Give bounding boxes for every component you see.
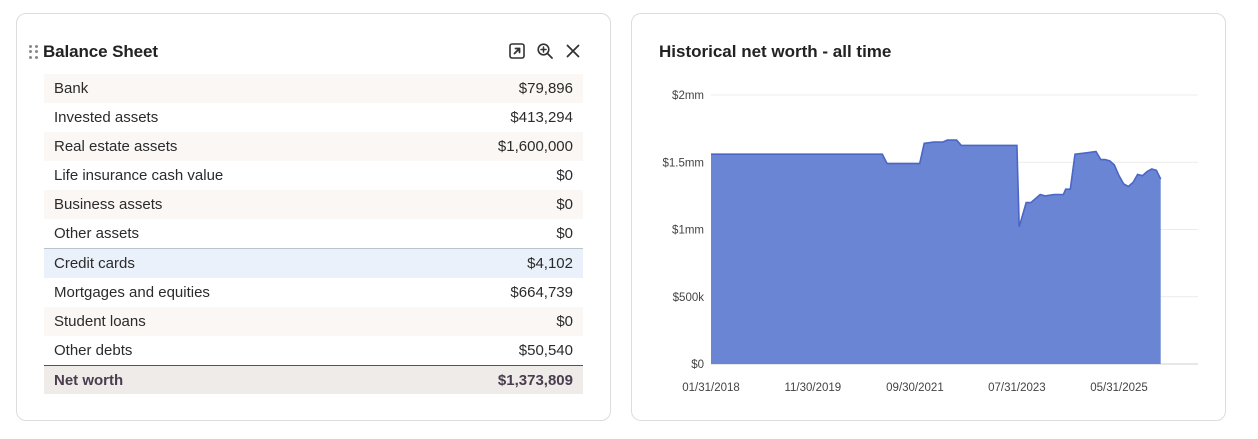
table-row[interactable]: Other assets $0 [44,219,583,249]
drag-handle-icon[interactable] [29,45,39,59]
balance-sheet-header: Balance Sheet [29,40,158,64]
net-worth-area [711,140,1161,364]
chart-title: Historical net worth - all time [659,42,892,61]
net-worth-value: $1,373,809 [402,365,583,394]
balance-sheet-title: Balance Sheet [43,42,158,61]
card-actions [508,42,582,60]
close-icon[interactable] [564,42,582,60]
row-label: Other assets [54,225,140,242]
table-row[interactable]: Credit cards $4,102 [44,248,583,278]
popout-icon[interactable] [508,42,526,60]
y-tick-label: $500k [673,292,705,304]
row-value: $1,600,000 [497,138,573,155]
row-value: $0 [556,167,573,184]
row-value: $50,540 [518,342,573,359]
row-value: $0 [556,313,573,330]
row-value: $0 [556,225,573,242]
table-row[interactable]: Student loans $0 [44,307,583,336]
row-label: Other debts [54,342,133,359]
table-row[interactable]: Invested assets $413,294 [44,103,583,132]
net-worth-row[interactable]: Net worth $1,373,809 [44,365,583,394]
row-label: Invested assets [54,109,159,126]
net-worth-label: Net worth [44,365,403,394]
row-label: Real estate assets [54,138,178,155]
row-value: $79,896 [518,80,573,97]
table-row[interactable]: Other debts $50,540 [44,336,583,366]
y-tick-label: $2mm [672,90,704,102]
row-label: Business assets [54,196,163,213]
table-row[interactable]: Bank $79,896 [44,74,583,103]
x-tick-label: 11/30/2019 [784,382,841,394]
row-value: $4,102 [402,248,583,278]
table-row[interactable]: Mortgages and equities $664,739 [44,278,583,307]
net-worth-chart-card: Historical net worth - all time $0 $500k $… [631,13,1226,421]
table-row[interactable]: Life insurance cash value $0 [44,161,583,190]
balance-sheet-card: Balance Sheet Bank $79,896 Invested asse… [16,13,611,421]
row-value: $0 [556,196,573,213]
balance-sheet-table: Bank $79,896 Invested assets $413,294 Re… [44,74,583,394]
table-row[interactable]: Real estate assets $1,600,000 [44,132,583,161]
row-label: Mortgages and equities [54,284,210,301]
table-row[interactable]: Business assets $0 [44,190,583,219]
row-label: Credit cards [44,248,403,278]
row-label: Bank [54,80,89,97]
x-tick-label: 09/30/2021 [886,382,944,394]
row-value: $664,739 [510,284,573,301]
zoom-icon[interactable] [536,42,554,60]
net-worth-line [711,139,1162,228]
x-tick-label: 05/31/2025 [1090,382,1148,394]
y-tick-label: $1.5mm [662,157,704,169]
row-label: Student loans [54,313,146,330]
net-worth-chart: $0 $500k $1mm $1.5mm $2mm 01/31/2018 11/30/201… [662,90,1198,394]
row-value: $413,294 [510,109,573,126]
x-tick-label: 07/31/2023 [988,382,1046,394]
y-tick-label: $0 [691,359,704,371]
x-tick-label: 01/31/2018 [682,382,740,394]
y-tick-label: $1mm [672,225,704,237]
row-label: Life insurance cash value [54,167,224,184]
